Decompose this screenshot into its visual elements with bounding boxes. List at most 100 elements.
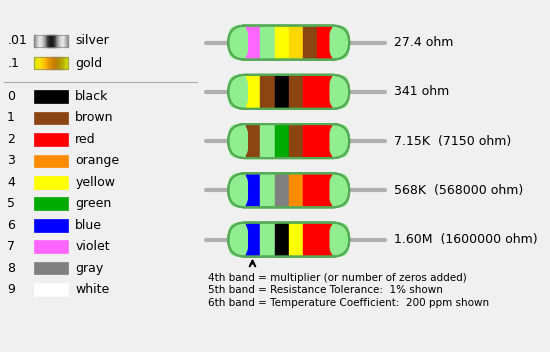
Text: red: red xyxy=(75,133,96,146)
Text: yellow: yellow xyxy=(75,176,115,189)
Bar xyxy=(59,34,60,47)
Bar xyxy=(66,57,67,69)
FancyBboxPatch shape xyxy=(228,173,248,207)
Text: 1: 1 xyxy=(7,111,15,124)
Bar xyxy=(317,224,331,256)
Bar xyxy=(260,224,274,256)
Bar xyxy=(52,34,53,47)
Bar xyxy=(43,34,44,47)
Bar xyxy=(56,34,57,47)
Bar xyxy=(52,57,53,69)
Bar xyxy=(61,57,62,69)
Bar xyxy=(274,125,289,157)
Text: 7.15K  (7150 ohm): 7.15K (7150 ohm) xyxy=(394,134,511,147)
Text: violet: violet xyxy=(75,240,110,253)
Bar xyxy=(61,34,62,47)
Bar xyxy=(65,34,66,47)
Bar xyxy=(289,125,303,157)
Text: 4: 4 xyxy=(7,176,15,189)
Text: 6th band = Temperature Coefficient:  200 ppm shown: 6th band = Temperature Coefficient: 200 … xyxy=(208,298,489,308)
FancyBboxPatch shape xyxy=(228,75,349,109)
Bar xyxy=(303,224,317,256)
Text: silver: silver xyxy=(75,34,109,47)
Bar xyxy=(246,174,260,206)
Bar xyxy=(317,26,331,59)
Bar xyxy=(274,76,289,108)
Bar xyxy=(67,57,68,69)
Text: 8: 8 xyxy=(7,262,15,275)
Bar xyxy=(44,57,45,69)
Bar xyxy=(58,57,59,69)
Bar xyxy=(34,176,68,189)
Text: .1: .1 xyxy=(7,57,19,70)
Bar xyxy=(54,34,56,47)
FancyBboxPatch shape xyxy=(329,124,349,158)
Bar xyxy=(57,34,58,47)
Bar xyxy=(67,34,68,47)
FancyBboxPatch shape xyxy=(228,124,248,158)
Bar xyxy=(46,34,47,47)
Bar xyxy=(53,57,54,69)
Bar xyxy=(58,34,59,47)
Bar xyxy=(246,26,260,59)
Bar xyxy=(34,57,68,69)
Bar xyxy=(303,76,317,108)
Bar xyxy=(34,34,68,47)
Bar xyxy=(57,57,58,69)
Bar xyxy=(66,34,67,47)
Bar xyxy=(317,76,331,108)
Text: blue: blue xyxy=(75,219,102,232)
Bar xyxy=(34,34,35,47)
FancyBboxPatch shape xyxy=(329,173,349,207)
Text: 0: 0 xyxy=(7,90,15,103)
Bar xyxy=(260,26,274,59)
Bar xyxy=(317,174,331,206)
Text: green: green xyxy=(75,197,112,210)
Bar xyxy=(37,57,39,69)
Text: 5: 5 xyxy=(7,197,15,210)
Bar xyxy=(36,34,37,47)
Text: 9: 9 xyxy=(7,283,15,296)
Bar xyxy=(64,34,65,47)
Bar xyxy=(289,174,303,206)
Bar xyxy=(59,57,60,69)
Text: gold: gold xyxy=(75,57,102,70)
Bar xyxy=(303,26,317,59)
Bar xyxy=(34,219,68,232)
FancyBboxPatch shape xyxy=(228,173,349,207)
Bar xyxy=(39,34,40,47)
Bar xyxy=(62,57,63,69)
Bar xyxy=(35,57,36,69)
Bar xyxy=(34,90,68,102)
Bar xyxy=(36,57,37,69)
Bar xyxy=(246,224,260,256)
Text: 5th band = Resistance Tolerance:  1% shown: 5th band = Resistance Tolerance: 1% show… xyxy=(208,285,443,295)
Bar xyxy=(317,125,331,157)
Bar xyxy=(42,34,43,47)
FancyBboxPatch shape xyxy=(228,222,349,257)
Text: 27.4 ohm: 27.4 ohm xyxy=(394,36,453,49)
Bar xyxy=(53,34,54,47)
Bar xyxy=(34,155,68,167)
Text: .01: .01 xyxy=(7,34,27,47)
Bar xyxy=(51,57,52,69)
Bar xyxy=(51,34,52,47)
Bar xyxy=(40,34,41,47)
Bar xyxy=(303,125,317,157)
Bar xyxy=(34,112,68,124)
Bar xyxy=(41,57,42,69)
FancyBboxPatch shape xyxy=(228,75,248,109)
Bar xyxy=(47,57,48,69)
Text: 4th band = multiplier (or number of zeros added): 4th band = multiplier (or number of zero… xyxy=(208,273,466,283)
Text: 3: 3 xyxy=(7,154,15,167)
Text: 1.60M  (1600000 ohm): 1.60M (1600000 ohm) xyxy=(394,233,537,246)
Bar xyxy=(260,174,274,206)
Bar xyxy=(54,57,56,69)
Bar xyxy=(50,34,51,47)
Bar xyxy=(48,34,50,47)
Bar xyxy=(34,133,68,146)
Bar xyxy=(60,34,61,47)
Bar xyxy=(63,57,64,69)
Text: 341 ohm: 341 ohm xyxy=(394,85,449,98)
Bar xyxy=(274,224,289,256)
